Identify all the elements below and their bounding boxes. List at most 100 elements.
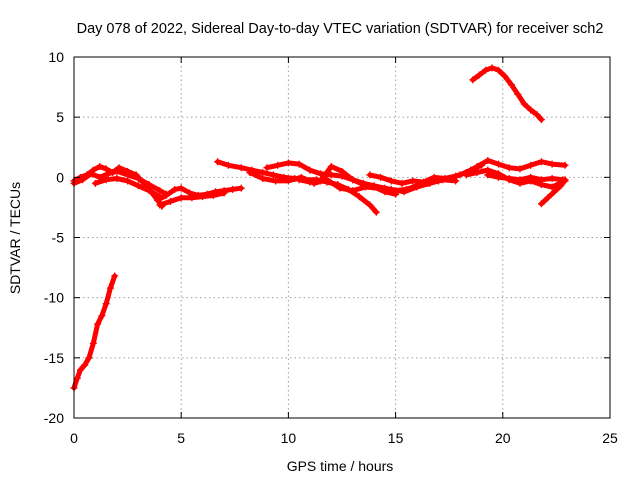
x-axis-label: GPS time / hours [287,458,394,474]
data-point [469,76,477,84]
data-point [495,160,503,168]
data-point [537,200,545,208]
data-point [102,300,110,308]
x-tick-label: 25 [602,430,618,446]
data-point [548,160,556,168]
data-point [145,181,153,189]
data-point [537,158,545,166]
x-tick-label: 15 [388,430,404,446]
data-point [111,272,119,280]
data-point [501,72,509,80]
data-point [370,183,378,191]
data-point [263,164,271,172]
data-point [338,167,346,175]
data-point [419,178,427,186]
data-point [284,177,292,185]
data-point [349,176,357,184]
data-point [96,163,104,171]
data-point [473,163,481,171]
data-point [475,71,483,79]
data-point [102,176,110,184]
series-arc-m [484,171,567,184]
data-point [145,187,153,195]
data-series [70,64,569,392]
data-point [323,176,331,184]
data-point [154,196,162,204]
data-point [441,175,449,183]
data-point [224,161,232,169]
data-point [516,165,524,173]
data-point [237,184,245,192]
data-point [537,176,545,184]
data-point [272,177,280,185]
data-point [94,320,102,328]
data-point [259,175,267,183]
data-point [473,169,481,177]
data-point [237,164,245,172]
chart-title: Day 078 of 2022, Sidereal Day-to-day VTE… [77,21,604,37]
data-point [327,171,335,179]
data-point [488,64,496,72]
data-point [349,187,357,195]
data-point [274,161,282,169]
y-tick-label: -10 [44,290,64,306]
data-point [104,170,112,178]
y-tick-label: -15 [44,350,64,366]
x-tick-label: 20 [495,430,511,446]
data-point [505,175,513,183]
y-tick-label: 10 [48,49,64,65]
y-tick-label: 0 [56,169,64,185]
data-point [85,354,93,362]
data-point [306,178,314,186]
data-point [507,81,515,89]
data-point [134,182,142,190]
data-point [366,171,374,179]
data-point [482,66,490,74]
data-point [366,201,374,209]
data-point [548,175,556,183]
data-point [430,173,438,181]
data-point [372,208,380,216]
data-point [544,194,552,202]
data-point [409,177,417,185]
data-point [259,169,267,177]
series-trace [470,65,544,123]
data-point [527,106,535,114]
data-point [327,163,335,171]
data-point [156,187,164,195]
data-point [134,175,142,183]
data-point [209,191,217,199]
data-point [87,170,95,178]
data-point [102,165,110,173]
data-point [269,171,277,179]
data-point [359,181,367,189]
data-point [317,177,325,185]
data-point [177,184,185,192]
data-point [166,197,174,205]
y-tick-label: -5 [52,230,65,246]
data-point [548,183,556,191]
x-tick-label: 10 [281,430,297,446]
x-tick-label: 5 [177,430,185,446]
data-point [561,161,569,169]
data-point [295,176,303,184]
data-point [284,159,292,167]
data-point [156,201,164,209]
series-arc-a [70,272,119,392]
data-point [452,172,460,180]
data-point [106,284,114,292]
series-arc-o [469,64,545,124]
series-arc-n [537,176,569,208]
data-point [162,191,170,199]
data-point [381,188,389,196]
data-point [495,66,503,74]
data-point [355,193,363,201]
data-point [377,173,385,181]
data-point [229,185,237,193]
data-point [199,193,207,201]
data-point [550,188,558,196]
data-point [73,374,81,382]
axis-ticks: 0 5 10 15 20 25 -20 -15 -10 -5 0 5 10 [44,49,618,446]
data-point [177,194,185,202]
